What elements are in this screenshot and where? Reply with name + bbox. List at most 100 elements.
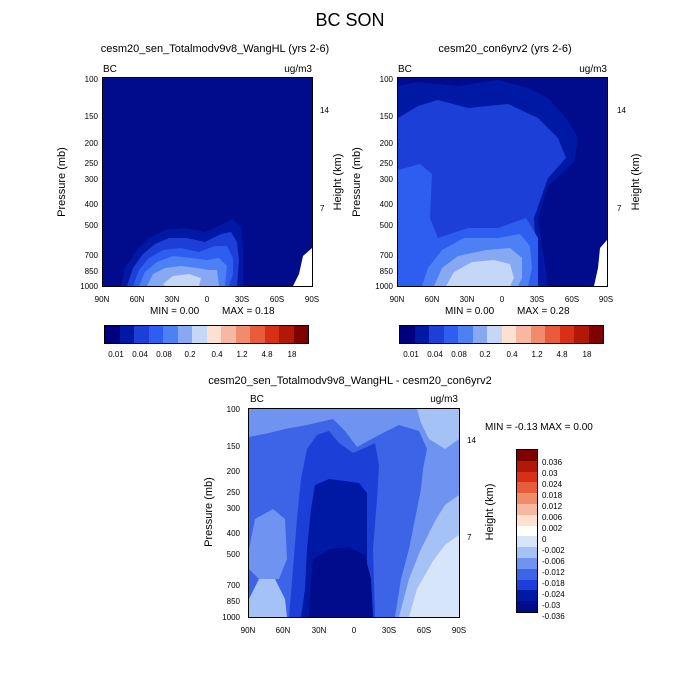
panel1-colorbar	[104, 325, 309, 344]
panel3-y2tick: 7	[467, 533, 472, 542]
panel2-cbar-label: 4.8	[556, 350, 568, 359]
panel3-y2tick: 14	[467, 436, 476, 445]
panel3-cbar-label: -0.018	[542, 578, 565, 588]
panel2-y2label: Height (km)	[630, 153, 642, 211]
panel3-title: cesm20_sen_Totalmodv9v8_WangHL - cesm20_…	[208, 375, 492, 387]
panel2-xtick: 30S	[529, 295, 545, 304]
panel2-xtick: 60S	[564, 295, 580, 304]
colorbar-swatch	[250, 326, 265, 343]
colorbar-swatch	[264, 326, 279, 343]
panel3-cbar-label: 0	[542, 535, 547, 544]
panel3-ytick: 400	[226, 529, 240, 538]
panel2-left-label: BC	[398, 64, 412, 75]
panel1-ytick: 1000	[80, 282, 98, 291]
panel2-ytick: 850	[379, 267, 393, 276]
panel1-left-label: BC	[103, 64, 117, 75]
colorbar-swatch	[293, 326, 308, 343]
panel2-plot	[397, 77, 608, 287]
colorbar-swatch	[400, 326, 415, 343]
panel3-cbar-label: 0.002	[542, 524, 563, 534]
colorbar-swatch	[588, 326, 603, 343]
panel3-contours	[249, 409, 459, 617]
panel2-ytick: 400	[379, 200, 393, 209]
panel1-ytick: 200	[84, 139, 98, 148]
panel2-xtick: 30N	[459, 295, 475, 304]
colorbar-swatch	[206, 326, 221, 343]
panel1-ytick: 850	[84, 267, 98, 276]
panel1-plot	[102, 77, 313, 287]
panel3-left-label: BC	[250, 394, 264, 405]
panel3-xtick: 90N	[240, 626, 256, 635]
panel1-xtick: 60S	[269, 295, 285, 304]
panel3-colorbar	[516, 449, 538, 613]
colorbar-swatch	[517, 547, 537, 558]
colorbar-swatch	[517, 514, 537, 526]
colorbar-swatch	[559, 326, 574, 343]
colorbar-swatch	[517, 471, 537, 483]
panel3-cbar-label: -0.036	[542, 611, 565, 621]
colorbar-swatch	[134, 326, 149, 343]
panel1-ytick: 300	[84, 175, 98, 184]
panel2-ytick: 100	[379, 75, 393, 84]
panel3-ytick: 250	[226, 488, 240, 497]
panel2-ytick: 500	[379, 221, 393, 230]
panel2-min: MIN = 0.00	[445, 306, 495, 317]
panel3-plot	[248, 408, 460, 618]
panel1-xtick: 30S	[234, 295, 250, 304]
colorbar-swatch	[148, 326, 163, 343]
panel2-xtick: 90N	[389, 295, 405, 304]
panel3-y2label: Height (km)	[484, 483, 496, 541]
panel3-cbar-label: 0.018	[542, 491, 563, 501]
colorbar-swatch	[414, 326, 429, 343]
panel3-right-label: ug/m3	[430, 394, 458, 405]
panel3-xtick: 30N	[311, 626, 327, 635]
panel3-ytick: 100	[226, 405, 240, 414]
panel1-cbar-label: 0.04	[132, 350, 148, 359]
panel3-cbar-label: -0.002	[542, 545, 565, 555]
panel3-cbar-label: -0.024	[542, 589, 565, 599]
colorbar-swatch	[517, 460, 537, 472]
panel1-cbar-label: 0.01	[108, 350, 124, 359]
panel1-cbar-label: 1.2	[236, 350, 248, 359]
panel2-cbar-label: 0.04	[427, 350, 443, 359]
panel3-ytick: 300	[226, 504, 240, 513]
panel2-cbar-label: 0.08	[451, 350, 467, 359]
panel3-xtick: 0	[351, 626, 357, 635]
figure-title: BC SON	[315, 10, 385, 30]
panel2-cbar-label: 1.2	[531, 350, 543, 359]
colorbar-swatch	[119, 326, 134, 343]
panel2-max: MAX = 0.28	[517, 306, 570, 317]
panel2-cbar-label: 0.4	[506, 350, 518, 359]
panel1-title: cesm20_sen_Totalmodv9v8_WangHL (yrs 2-6)	[100, 43, 330, 55]
colorbar-swatch	[472, 326, 487, 343]
panel1-xtick: 90S	[304, 295, 320, 304]
panel1-ytick: 700	[84, 251, 98, 260]
panel2-ytick: 1000	[375, 282, 393, 291]
panel3-ylabel: Pressure (mb)	[203, 477, 215, 547]
panel1-cbar-label: 18	[287, 350, 297, 359]
panel2-cbar-label: 0.01	[403, 350, 419, 359]
panel3-cbar-label: 0.024	[542, 480, 563, 490]
panel1-xtick: 90N	[94, 295, 110, 304]
panel2-colorbar	[399, 325, 604, 344]
colorbar-swatch	[517, 557, 537, 569]
panel1-y2label: Height (km)	[332, 153, 344, 211]
panel3-ytick: 850	[226, 597, 240, 606]
colorbar-swatch	[517, 590, 537, 602]
panel3-cbar-label: 0.036	[542, 458, 563, 468]
panel1-y2tick: 7	[320, 204, 325, 213]
panel1-xtick: 30N	[164, 295, 180, 304]
panel3-xtick: 60N	[275, 626, 291, 635]
panel2-xtick: 0	[499, 295, 505, 304]
panel1-ytick: 250	[84, 159, 98, 168]
colorbar-swatch	[487, 326, 502, 343]
colorbar-swatch	[177, 326, 192, 343]
colorbar-swatch	[517, 482, 537, 494]
colorbar-swatch	[517, 579, 537, 591]
panel2-contours	[398, 80, 607, 286]
panel3-ytick: 500	[226, 550, 240, 559]
panel3-xtick: 90S	[451, 626, 467, 635]
panel1-ytick: 100	[84, 75, 98, 84]
panel3-xtick: 30S	[381, 626, 397, 635]
panel2-y2tick: 14	[617, 106, 626, 115]
